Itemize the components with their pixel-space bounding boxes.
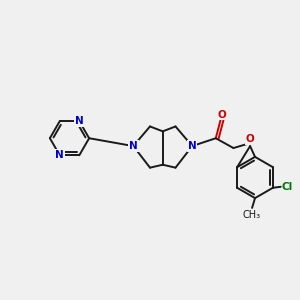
Text: O: O	[246, 134, 254, 144]
Text: N: N	[188, 141, 197, 151]
Text: N: N	[75, 116, 84, 126]
Text: N: N	[129, 141, 138, 151]
Text: O: O	[217, 110, 226, 120]
Text: Cl: Cl	[282, 182, 293, 192]
Text: CH₃: CH₃	[242, 210, 260, 220]
Text: N: N	[55, 150, 64, 160]
